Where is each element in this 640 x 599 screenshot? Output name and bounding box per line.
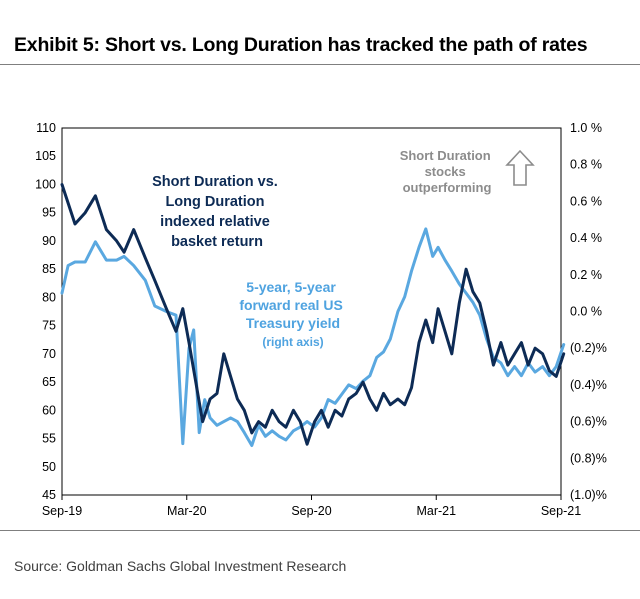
right-axis-ticks: 1.0 % 0.8 % 0.6 % 0.4 % 0.2 % 0.0 % (0.2)% (0.4… [570, 121, 607, 502]
right-axis-tick-label: 0.0 % [570, 305, 602, 319]
left-axis-tick-label: 65 [42, 375, 56, 389]
left-axis-tick-label: 55 [42, 432, 56, 446]
x-axis-tick-label: Sep-19 [42, 504, 82, 518]
left-axis-tick-label: 95 [42, 206, 56, 220]
treasury-yield-line [60, 227, 566, 447]
source-note: Source: Goldman Sachs Global Investment … [14, 558, 347, 574]
left-axis-tick-label: 100 [35, 177, 56, 191]
right-axis-tick-label: 0.2 % [570, 268, 602, 282]
x-axis-tick-label: Sep-21 [541, 504, 581, 518]
right-axis-tick-label: 0.8 % [570, 158, 602, 172]
outperforming-label-line: stocks [425, 164, 466, 179]
right-axis-note: (right axis) [262, 335, 323, 349]
outperforming-label-line: Short Duration [400, 148, 491, 163]
dark-series-label: Short Duration vs. Long Duration indexed… [152, 174, 282, 250]
left-axis-tick-label: 110 [36, 121, 56, 135]
left-axis-ticks: 110 105 100 95 90 85 80 75 70 65 60 55 50 45 [35, 121, 56, 502]
chart-title: Exhibit 5: Short vs. Long Duration has t… [14, 34, 588, 56]
light-series-label: 5-year, 5-year forward real US Treasury … [239, 279, 346, 331]
chart: 110 105 100 95 90 85 80 75 70 65 60 55 50 45 1.0 % 0.8… [35, 121, 607, 518]
right-axis-tick-label: 1.0 % [570, 121, 602, 135]
up-arrow-icon [505, 149, 535, 186]
left-axis-tick-label: 90 [42, 234, 56, 248]
light-series-label-line: forward real US [239, 297, 342, 313]
dark-series-label-line: Short Duration vs. [152, 174, 278, 190]
light-series-label-line: 5-year, 5-year [246, 279, 336, 295]
left-axis-tick-label: 50 [42, 460, 56, 474]
outperforming-label: Short Duration stocks outperforming [400, 148, 495, 195]
title-divider [0, 64, 640, 65]
right-axis-tick-label: (0.8)% [570, 451, 607, 465]
x-axis-tick-label: Mar-20 [167, 504, 207, 518]
left-axis-tick-label: 60 [42, 403, 56, 417]
dark-series-label-line: basket return [171, 234, 263, 250]
left-axis-tick-label: 105 [35, 149, 56, 163]
outperforming-label-line: outperforming [403, 180, 492, 195]
dark-series-label-line: Long Duration [165, 194, 264, 210]
dark-series-label-line: indexed relative [160, 214, 270, 230]
left-axis-tick-label: 45 [42, 488, 56, 502]
right-axis-tick-label: (0.6)% [570, 415, 607, 429]
x-axis-ticks: Sep-19 Mar-20 Sep-20 Mar-21 Sep-21 [42, 495, 581, 518]
left-axis-tick-label: 70 [42, 347, 56, 361]
source-divider [0, 530, 640, 531]
right-axis-tick-label: 0.6 % [570, 194, 602, 208]
right-axis-tick-label: (1.0)% [570, 488, 607, 502]
right-axis-tick-label: 0.4 % [570, 231, 602, 245]
left-axis-tick-label: 75 [42, 319, 56, 333]
left-axis-tick-label: 85 [42, 262, 56, 276]
x-axis-tick-label: Mar-21 [416, 504, 456, 518]
right-axis-tick-label: (0.4)% [570, 378, 607, 392]
left-axis-tick-label: 80 [42, 290, 56, 304]
x-axis-tick-label: Sep-20 [291, 504, 331, 518]
relative-return-line [60, 183, 566, 446]
series-layer [60, 183, 566, 447]
right-axis-tick-label: (0.2)% [570, 341, 607, 355]
light-series-label-line: Treasury yield [246, 315, 340, 331]
